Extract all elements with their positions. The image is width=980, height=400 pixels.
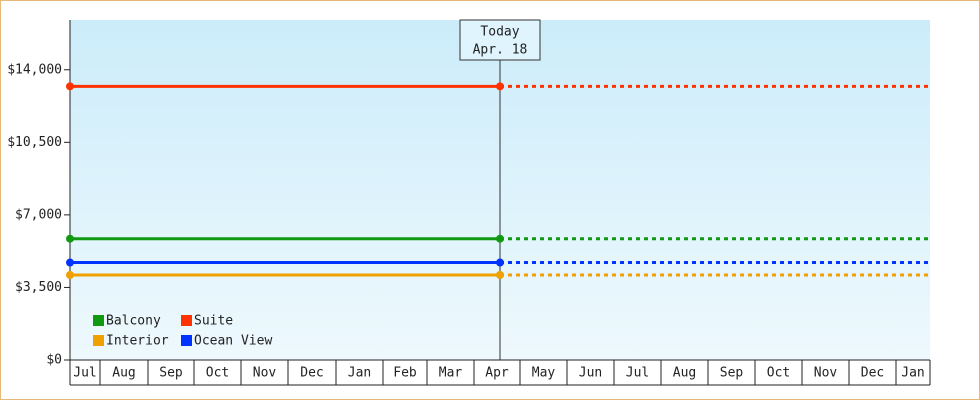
legend-label: Ocean View bbox=[194, 334, 272, 349]
y-tick-label: $0 bbox=[46, 353, 62, 368]
x-tick-label: Jul bbox=[73, 366, 96, 381]
legend-swatch bbox=[93, 315, 104, 326]
legend-swatch bbox=[181, 335, 192, 346]
legend-swatch bbox=[181, 315, 192, 326]
x-tick-label: Apr bbox=[485, 366, 509, 381]
x-tick-label: Feb bbox=[393, 366, 417, 381]
x-tick-label: Sep bbox=[159, 366, 183, 381]
today-title: Today bbox=[480, 25, 519, 40]
x-tick-label: Jul bbox=[626, 366, 649, 381]
series-point bbox=[66, 258, 74, 267]
x-tick-label: Dec bbox=[861, 366, 884, 381]
y-tick-label: $10,500 bbox=[7, 135, 62, 150]
today-date: Apr. 18 bbox=[473, 43, 528, 58]
series-point bbox=[496, 234, 504, 243]
x-tick-label: Sep bbox=[720, 366, 744, 381]
x-tick-label: Nov bbox=[814, 366, 838, 381]
legend-swatch bbox=[93, 335, 104, 346]
series-point bbox=[496, 271, 504, 279]
y-tick-label: $3,500 bbox=[15, 280, 62, 295]
x-tick-label: May bbox=[532, 366, 556, 381]
x-tick-label: Aug bbox=[673, 366, 696, 381]
series-point bbox=[66, 234, 74, 243]
legend-label: Interior bbox=[106, 334, 169, 349]
x-tick-label: Jan bbox=[348, 366, 371, 381]
legend-label: Balcony bbox=[106, 314, 161, 329]
x-tick-label: Jun bbox=[579, 366, 602, 381]
series-point bbox=[66, 271, 74, 279]
x-tick-label: Mar bbox=[439, 366, 463, 381]
x-tick-label: Oct bbox=[206, 366, 229, 381]
y-tick-label: $7,000 bbox=[15, 207, 62, 222]
x-tick-label: Nov bbox=[253, 366, 277, 381]
series-point bbox=[496, 82, 504, 91]
x-tick-label: Oct bbox=[767, 366, 790, 381]
legend-label: Suite bbox=[194, 314, 233, 329]
series-point bbox=[66, 82, 74, 91]
today-box bbox=[459, 19, 541, 61]
y-tick-label: $14,000 bbox=[7, 62, 62, 77]
x-tick-label: Jan bbox=[901, 366, 924, 381]
x-tick-label: Dec bbox=[300, 366, 323, 381]
x-tick-label: Aug bbox=[112, 366, 135, 381]
series-point bbox=[496, 258, 504, 267]
